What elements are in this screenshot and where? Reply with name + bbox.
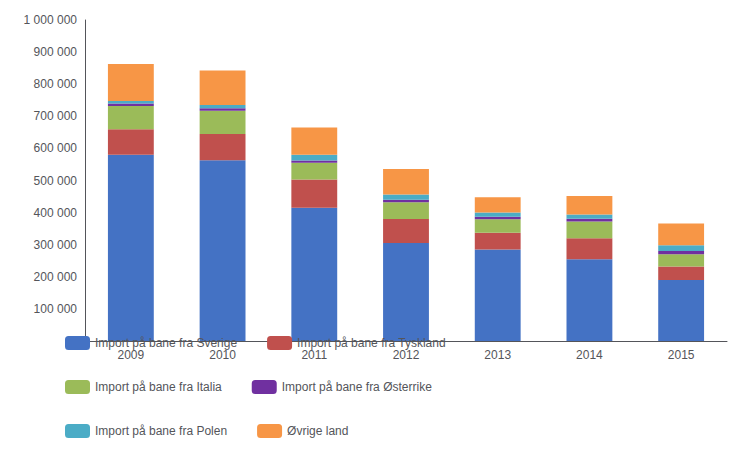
svg-text:2015: 2015 — [668, 348, 695, 362]
svg-text:900 000: 900 000 — [34, 45, 78, 59]
svg-text:800 000: 800 000 — [34, 77, 78, 91]
svg-text:2013: 2013 — [484, 348, 511, 362]
svg-text:2010: 2010 — [209, 348, 236, 362]
svg-text:Import på bane fra Østerrike: Import på bane fra Østerrike — [282, 380, 432, 394]
svg-text:Import på bane fra Tyskland: Import på bane fra Tyskland — [297, 336, 446, 350]
svg-text:Import på bane fra Sverige: Import på bane fra Sverige — [95, 336, 237, 350]
svg-text:2011: 2011 — [301, 348, 327, 362]
svg-text:2009: 2009 — [118, 348, 145, 362]
svg-text:500 000: 500 000 — [34, 174, 78, 188]
svg-text:2012: 2012 — [393, 348, 420, 362]
svg-text:300 000: 300 000 — [34, 238, 78, 252]
svg-text:700 000: 700 000 — [34, 109, 78, 123]
svg-text:600 000: 600 000 — [34, 141, 78, 155]
svg-text:1 000 000: 1 000 000 — [24, 13, 78, 27]
svg-text:2014: 2014 — [576, 348, 603, 362]
svg-text:Import på bane fra Polen: Import på bane fra Polen — [95, 424, 227, 438]
svg-text:Øvrige land: Øvrige land — [287, 424, 348, 438]
svg-text:400 000: 400 000 — [34, 206, 78, 220]
svg-text:Import på bane fra Italia: Import på bane fra Italia — [95, 380, 222, 394]
svg-text:100 000: 100 000 — [34, 302, 78, 316]
svg-text:200 000: 200 000 — [34, 270, 78, 284]
